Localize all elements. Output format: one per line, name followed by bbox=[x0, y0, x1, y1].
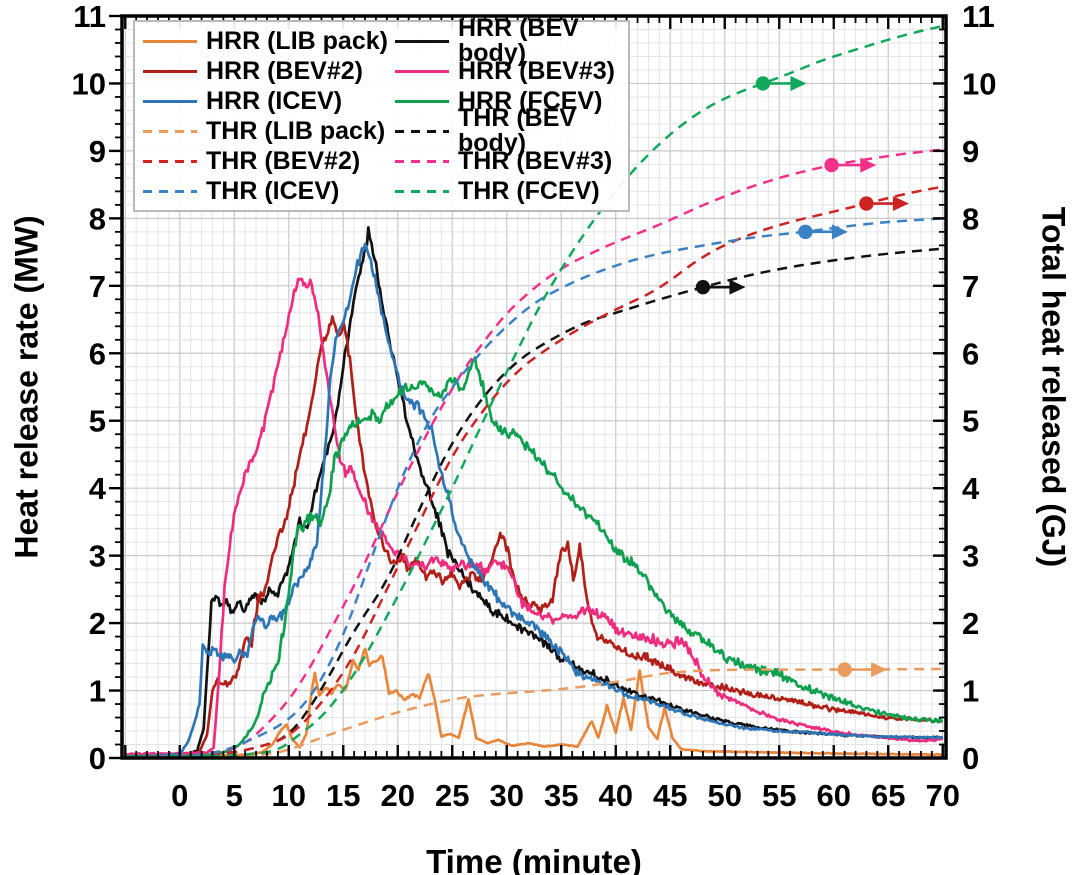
legend-item: THR (BEV#2) bbox=[143, 148, 395, 175]
x-tick-label: 30 bbox=[490, 778, 524, 813]
legend-item: HRR (BEV body) bbox=[395, 16, 626, 66]
x-tick-label: 55 bbox=[762, 778, 796, 813]
series-hrr-bev3-line bbox=[124, 277, 944, 757]
legend-line-sample bbox=[143, 129, 197, 133]
x-tick-label: 65 bbox=[871, 778, 905, 813]
x-tick-label: 45 bbox=[653, 778, 687, 813]
y-left-tick-label: 7 bbox=[89, 269, 106, 304]
series-thr-icev-end-marker bbox=[798, 224, 848, 240]
legend-item: HRR (ICEV) bbox=[143, 88, 395, 115]
series-thr-lib-pack-line bbox=[125, 667, 943, 758]
legend-item: HRR (BEV#3) bbox=[395, 58, 626, 85]
legend-label: THR (ICEV) bbox=[206, 176, 340, 205]
y-right-tick-label: 2 bbox=[962, 606, 979, 641]
legend-label: HRR (BEV body) bbox=[458, 14, 579, 67]
legend-label: THR (FCEV) bbox=[458, 176, 600, 205]
legend-line-sample bbox=[143, 159, 197, 163]
series-hrr-fcev-line bbox=[124, 356, 943, 758]
legend-line-sample bbox=[395, 189, 449, 193]
legend-label: THR (BEV body) bbox=[458, 104, 577, 157]
legend-item: THR (BEV#3) bbox=[395, 148, 626, 175]
x-tick-label: 5 bbox=[226, 778, 243, 813]
x-tick-label: 40 bbox=[599, 778, 633, 813]
legend-item: THR (LIB pack) bbox=[143, 118, 395, 145]
y-right-tick-label: 9 bbox=[962, 134, 979, 169]
legend-label: HRR (FCEV) bbox=[458, 86, 603, 115]
y-left-tick-label: 0 bbox=[89, 741, 106, 776]
y-right-tick-label: 7 bbox=[962, 269, 979, 304]
series-thr-icev-line bbox=[125, 217, 943, 758]
y-right-tick-label: 10 bbox=[962, 66, 996, 101]
y-left-tick-label: 11 bbox=[73, 0, 106, 34]
y-right-tick-label: 4 bbox=[962, 471, 980, 506]
legend-item: HRR (FCEV) bbox=[395, 88, 626, 115]
y-right-tick-label: 8 bbox=[962, 201, 979, 236]
series-hrr-bev-body-line bbox=[124, 225, 944, 758]
legend-label: THR (BEV#2) bbox=[206, 146, 361, 175]
x-tick-label: 0 bbox=[171, 778, 188, 813]
y-right-tick-label: 0 bbox=[962, 741, 979, 776]
x-tick-label: 25 bbox=[435, 778, 469, 813]
y-left-tick-label: 8 bbox=[89, 201, 106, 236]
left-axis-title: Heat release rate (MW) bbox=[8, 215, 45, 559]
legend-item: THR (FCEV) bbox=[395, 178, 626, 205]
legend-line-sample bbox=[395, 99, 449, 103]
legend-label: THR (LIB pack) bbox=[206, 116, 386, 145]
y-right-tick-label: 5 bbox=[962, 404, 979, 439]
series-thr-lib-pack-end-marker bbox=[837, 662, 888, 678]
y-right-tick-label: 3 bbox=[962, 539, 979, 574]
x-tick-label: 60 bbox=[816, 778, 850, 813]
series-thr-bev-body-line bbox=[125, 247, 943, 758]
x-tick-label: 10 bbox=[272, 778, 306, 813]
y-left-tick-label: 5 bbox=[89, 404, 106, 439]
y-left-tick-label: 10 bbox=[72, 66, 106, 101]
x-tick-label: 35 bbox=[544, 778, 578, 813]
series-hrr-icev-line bbox=[125, 242, 944, 758]
y-right-tick-label: 1 bbox=[962, 674, 979, 709]
y-left-tick-label: 3 bbox=[89, 539, 106, 574]
x-tick-label: 20 bbox=[381, 778, 415, 813]
legend-line-sample bbox=[143, 189, 197, 193]
y-left-tick-label: 6 bbox=[89, 336, 106, 371]
x-tick-label: 70 bbox=[925, 778, 959, 813]
legend-label: HRR (ICEV) bbox=[206, 86, 343, 115]
legend-line-sample bbox=[395, 69, 449, 73]
series-thr-bev2-line bbox=[125, 185, 943, 758]
series-thr-bev2-end-marker bbox=[859, 196, 909, 212]
series-thr-bev3-end-marker bbox=[824, 157, 877, 173]
legend-item: THR (ICEV) bbox=[143, 178, 395, 205]
legend-line-sample bbox=[143, 69, 197, 73]
legend-item: HRR (LIB pack) bbox=[143, 28, 395, 55]
series-thr-fcev-end-marker bbox=[755, 75, 807, 91]
legend-item: HRR (BEV#2) bbox=[143, 58, 395, 85]
right-axis-title: Total heat released (GJ) bbox=[1035, 206, 1072, 568]
legend-label: HRR (LIB pack) bbox=[206, 26, 388, 55]
series-thr-fcev-line bbox=[125, 24, 943, 758]
series-thr-bev-body-end-marker bbox=[695, 279, 746, 295]
legend-line-sample bbox=[395, 39, 449, 43]
y-left-tick-label: 2 bbox=[89, 606, 106, 641]
y-left-tick-label: 4 bbox=[89, 471, 107, 506]
y-right-tick-label: 11 bbox=[962, 0, 995, 34]
y-left-tick-label: 9 bbox=[89, 134, 106, 169]
y-right-tick-label: 6 bbox=[962, 336, 979, 371]
x-tick-label: 50 bbox=[707, 778, 741, 813]
y-left-tick-label: 1 bbox=[89, 674, 106, 709]
x-axis-title: Time (minute) bbox=[426, 843, 642, 875]
x-tick-label: 15 bbox=[326, 778, 360, 813]
plot-frame bbox=[120, 14, 948, 760]
series-group bbox=[124, 24, 944, 758]
legend-item: THR (BEV body) bbox=[395, 106, 626, 156]
legend-line-sample bbox=[395, 129, 449, 133]
legend-line-sample bbox=[143, 99, 197, 103]
legend-line-sample bbox=[395, 159, 449, 163]
legend-label: THR (BEV#3) bbox=[458, 146, 613, 175]
legend: HRR (LIB pack) HRR (BEV body) HRR (BEV#2… bbox=[133, 16, 630, 212]
legend-label: HRR (BEV#3) bbox=[458, 56, 615, 85]
series-hrr-bev2-line bbox=[124, 315, 943, 758]
tick-labels: 0 5 10 15 20 25 30 35 40 45 50 55 60 65 70012345678910… bbox=[72, 0, 997, 813]
legend-label: HRR (BEV#2) bbox=[206, 56, 363, 85]
legend-line-sample bbox=[143, 39, 197, 43]
